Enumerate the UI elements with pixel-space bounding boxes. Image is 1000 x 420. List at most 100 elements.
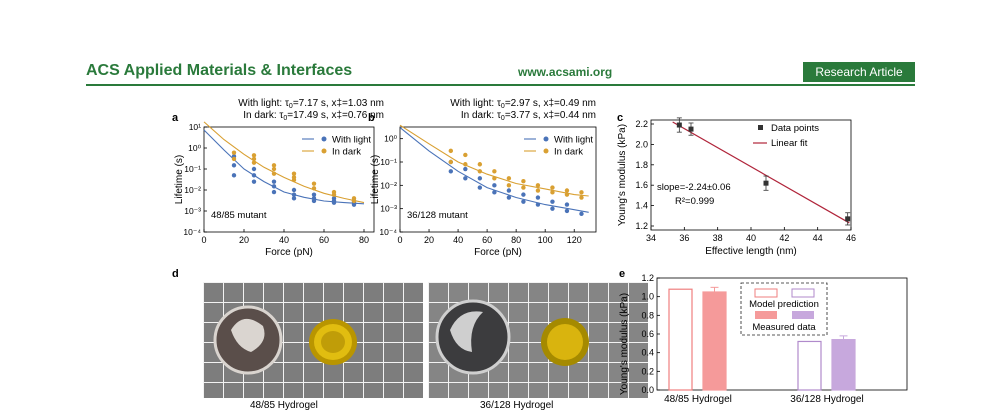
y-tick-label: 1.2 xyxy=(635,221,648,231)
journal-title: ACS Applied Materials & Interfaces xyxy=(86,62,353,79)
data-point-light xyxy=(271,189,277,195)
journal-header: ACS Applied Materials & Interfaces www.a… xyxy=(86,62,915,84)
chart-title-dark: In dark: τ0=17.49 s, x‡=0.76 nm xyxy=(243,110,384,122)
article-type-badge: Research Article xyxy=(803,62,915,82)
data-point-dark xyxy=(448,159,454,165)
data-point-light xyxy=(477,185,483,190)
legend-label: In dark xyxy=(554,147,583,158)
y-tick-label: 10⁻² xyxy=(184,185,201,195)
data-point-light xyxy=(506,195,512,200)
journal-website[interactable]: www.acsami.org xyxy=(518,65,613,79)
data-point-light xyxy=(492,190,497,195)
data-point-dark xyxy=(550,190,555,195)
data-point-dark xyxy=(521,179,526,184)
slope-annotation: slope=-2.24±0.06 xyxy=(657,182,731,193)
data-point-dark xyxy=(506,183,512,188)
data-point-dark xyxy=(579,195,584,200)
y-tick-label: 0.8 xyxy=(641,310,654,320)
data-point-dark xyxy=(331,189,337,195)
fit-line-light xyxy=(203,129,365,205)
chart-title-dark: In dark: τ0=3.77 s, x‡=0.44 nm xyxy=(461,110,596,122)
y-tick-label: 0.0 xyxy=(641,385,654,395)
panel-label-d: d xyxy=(172,268,179,280)
data-point xyxy=(676,122,682,128)
data-point-dark xyxy=(231,150,237,155)
data-point-light xyxy=(521,192,526,197)
legend-swatch-pred-2 xyxy=(791,288,815,298)
bar-prediction xyxy=(668,288,693,391)
photo-36-128-drawing xyxy=(428,282,648,398)
mutant-annotation: 36/128 mutant xyxy=(407,210,468,221)
y-tick-label: 0.6 xyxy=(641,329,654,339)
data-point-light xyxy=(535,195,541,200)
caption-48-85-hydrogel: 48/85 Hydrogel xyxy=(250,400,318,411)
data-point-light xyxy=(564,202,570,207)
legend-swatch-meas-2 xyxy=(792,311,814,319)
data-point-dark xyxy=(564,188,570,193)
data-point-dark xyxy=(564,192,570,197)
data-point-light xyxy=(271,179,277,184)
legend-label: With light xyxy=(554,135,593,146)
data-point-dark xyxy=(492,176,497,181)
data-point-light xyxy=(506,188,512,193)
data-point xyxy=(688,126,694,132)
panel-label-c: c xyxy=(617,112,624,124)
data-point-dark xyxy=(251,156,257,162)
y-tick-label: 1.4 xyxy=(635,201,648,211)
x-tick-label: 40 xyxy=(453,235,463,245)
y-tick-label: 10⁰ xyxy=(384,134,397,144)
x-axis-label: Effective length (nm) xyxy=(705,246,797,257)
data-point-dark xyxy=(251,153,257,158)
data-point-light xyxy=(463,176,468,181)
chart-e-modulus-bars: 0.0 0.2 0.4 0.6 0.8 1.0 1.2 Young's modulus (kP… xyxy=(619,273,908,405)
x-tick-label: 20 xyxy=(239,235,249,245)
bar-measured xyxy=(702,291,727,391)
photo-36-128-hydrogel xyxy=(428,282,648,398)
data-point-dark xyxy=(251,160,257,165)
legend-marker xyxy=(543,136,549,142)
panel-label-e: e xyxy=(619,268,626,280)
x-tick-label: 40 xyxy=(279,235,289,245)
data-point-light xyxy=(579,211,584,217)
legend-label: With light xyxy=(332,135,371,146)
data-point-dark xyxy=(535,188,541,193)
data-point-light xyxy=(550,206,555,211)
photo-48-85-hydrogel xyxy=(203,282,423,398)
legend-marker-points xyxy=(758,125,763,130)
x-tick-label: 100 xyxy=(538,235,553,245)
data-point-light xyxy=(271,184,277,189)
data-point-light xyxy=(251,173,257,178)
bar-measured xyxy=(831,338,856,391)
y-tick-label: 10⁻³ xyxy=(184,206,201,216)
y-tick-label: 1.0 xyxy=(641,292,654,302)
x-tick-label: 120 xyxy=(567,235,582,245)
plot-frame xyxy=(203,126,375,233)
data-point-light xyxy=(550,199,555,204)
data-point-dark xyxy=(311,186,317,191)
fit-line-dark xyxy=(399,124,589,197)
panel-label-a: a xyxy=(172,112,179,124)
x-tick-label: 0 xyxy=(201,235,206,245)
data-point-dark xyxy=(463,162,468,167)
x-axis-label: Force (pN) xyxy=(474,247,522,258)
y-tick-label: 10⁻¹ xyxy=(380,157,397,167)
data-point-dark xyxy=(311,181,317,186)
data-point-dark xyxy=(271,171,277,176)
x-tick-label: 34 xyxy=(646,233,656,243)
legend-marker xyxy=(321,148,327,154)
data-point-dark xyxy=(448,148,454,154)
data-point-dark xyxy=(550,185,555,190)
chart-title-light: With light: τ0=7.17 s, x‡=1.03 nm xyxy=(238,98,384,110)
category-label: 36/128 Hydrogel xyxy=(790,394,863,405)
data-point xyxy=(763,180,769,186)
y-tick-label: 10⁰ xyxy=(188,143,201,153)
x-tick-label: 36 xyxy=(679,233,689,243)
data-point-dark xyxy=(492,169,497,174)
y-tick-label: 10⁻⁴ xyxy=(183,227,201,237)
x-tick-label: 38 xyxy=(713,233,723,243)
x-tick-label: 0 xyxy=(397,235,402,245)
x-axis-label: Force (pN) xyxy=(265,247,313,258)
y-tick-label: 10⁻³ xyxy=(380,204,397,214)
data-point-dark xyxy=(291,175,297,180)
